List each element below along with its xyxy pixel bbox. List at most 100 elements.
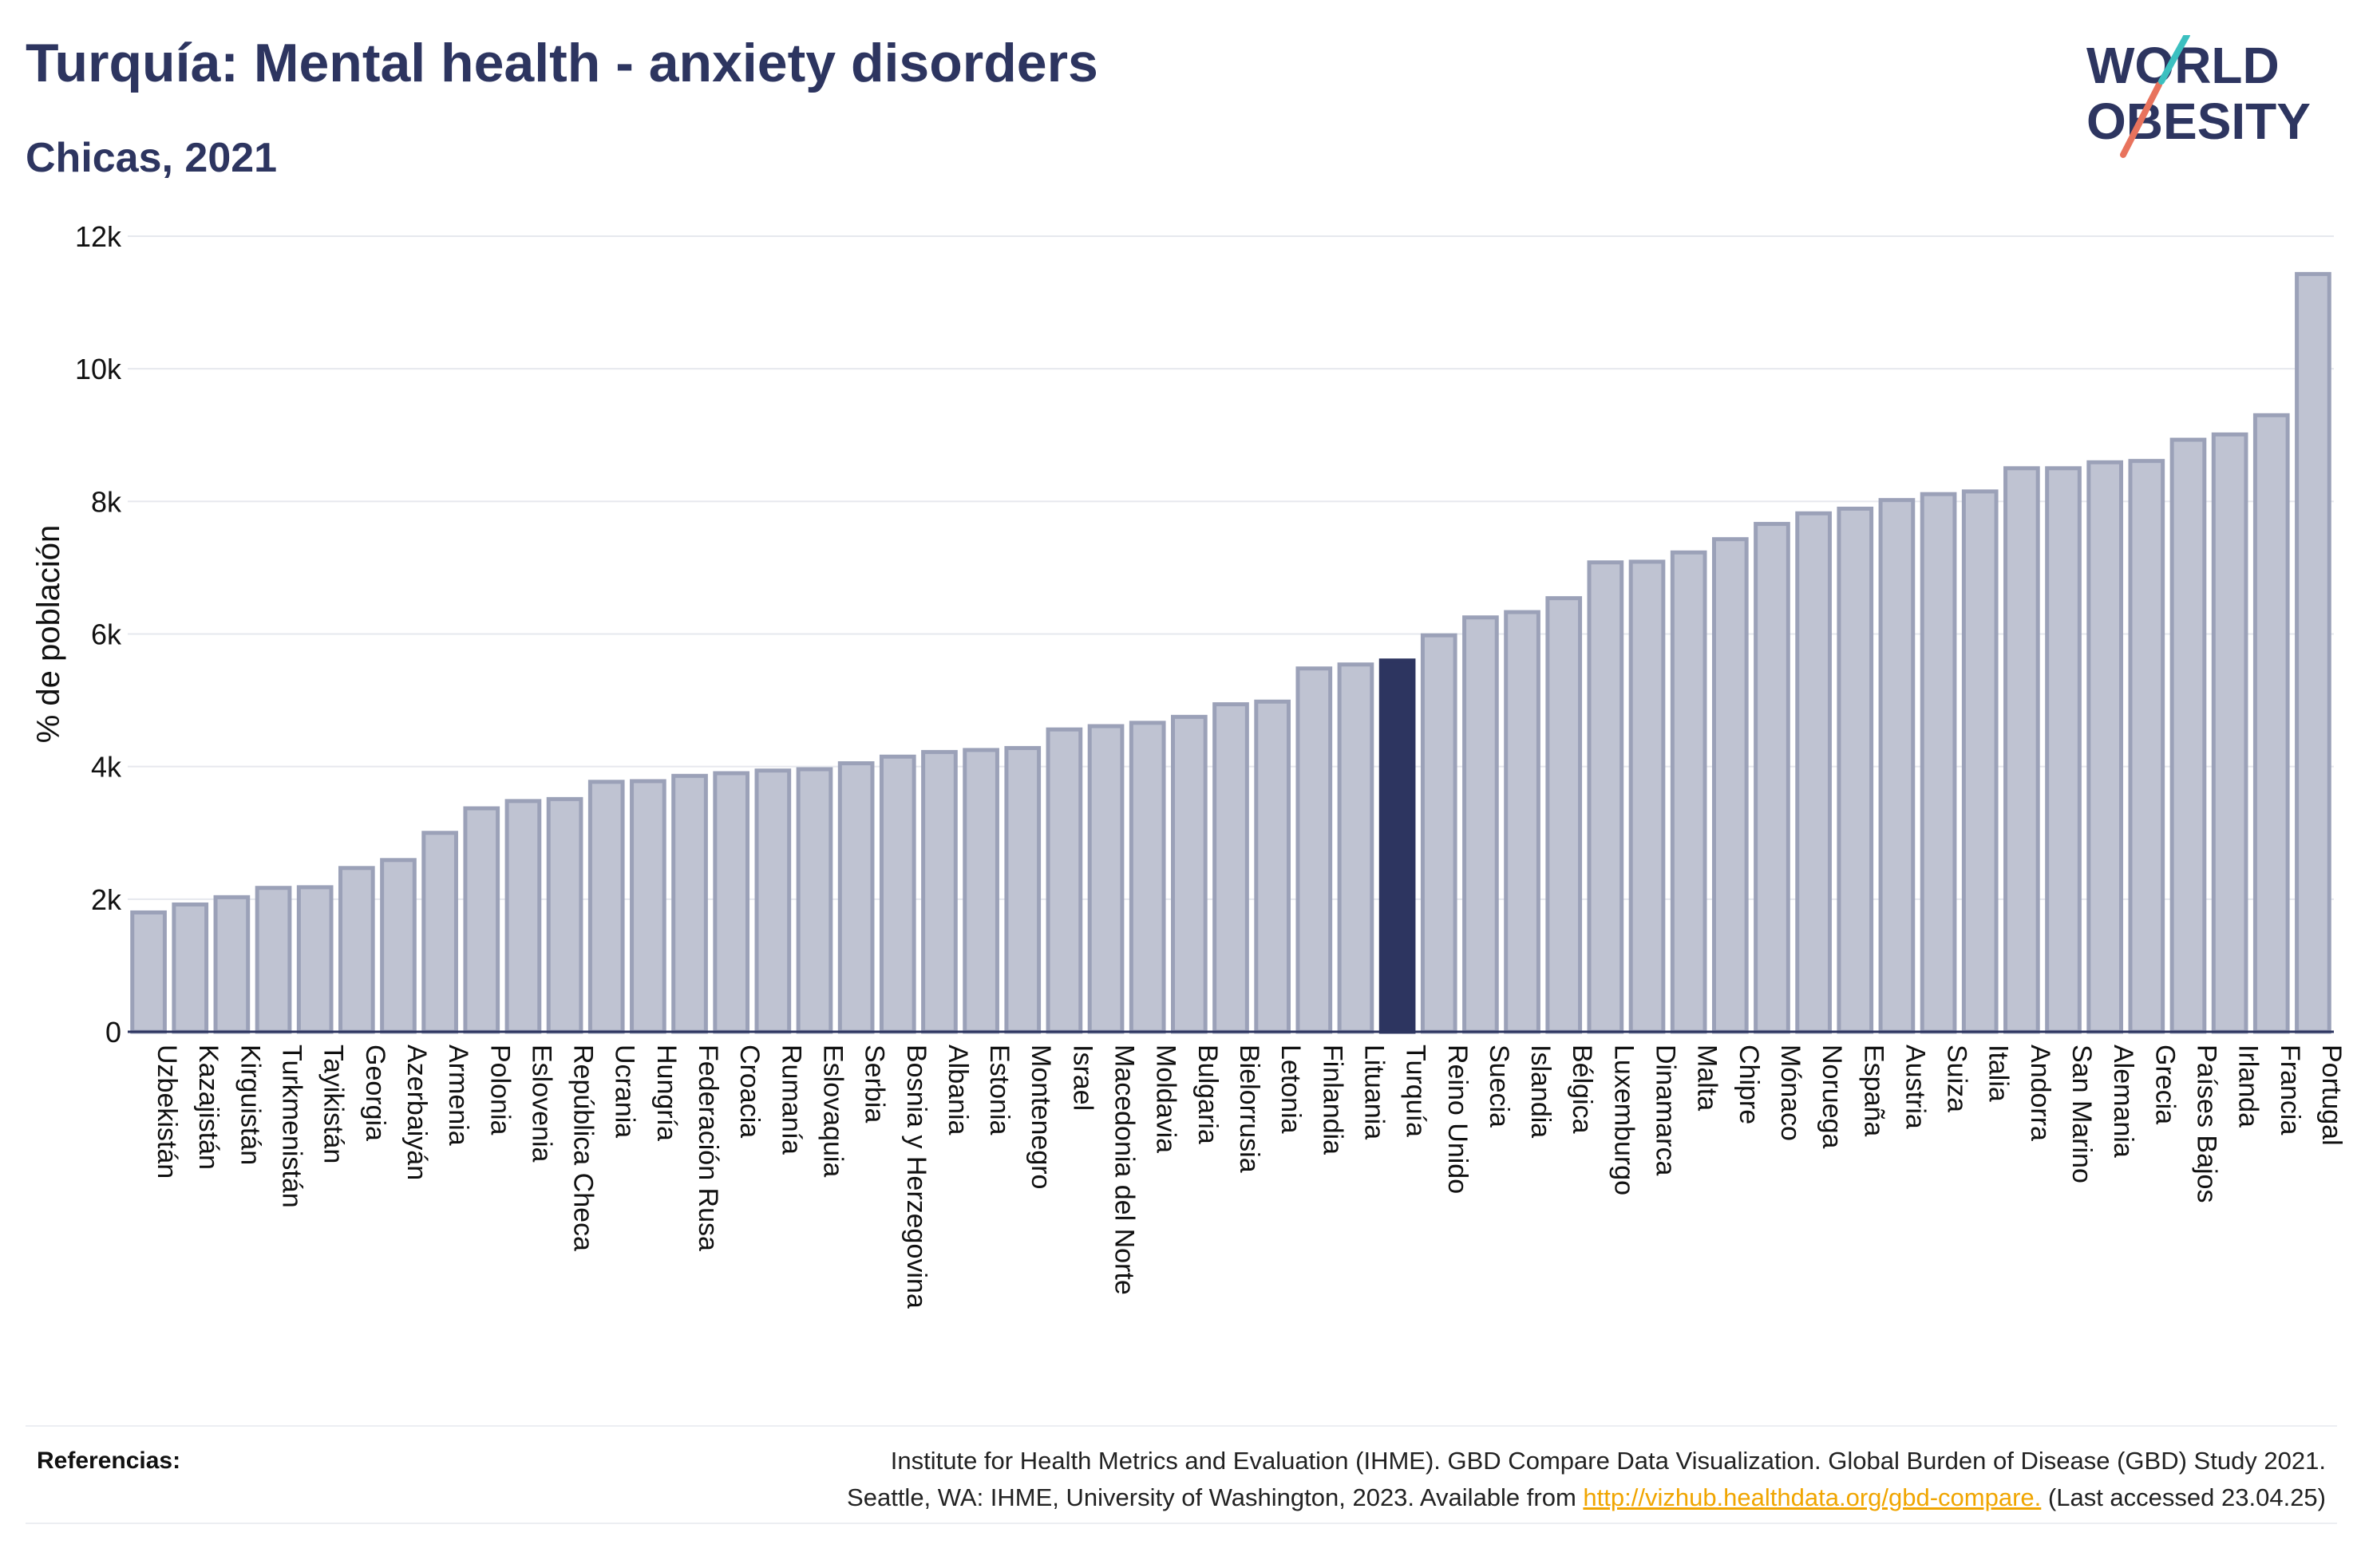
bar-francia — [2252, 413, 2290, 1034]
y-tick-label: 2k — [91, 883, 122, 916]
logo-slash-lower — [2120, 81, 2162, 158]
x-tick-label: Moldavia — [1151, 1045, 1181, 1153]
x-tick-label: Chipre — [1734, 1045, 1764, 1124]
bar-bosnia-y-herzegovina — [879, 754, 916, 1034]
world-obesity-logo: WORLD OBESITY — [2086, 35, 2311, 158]
reference-link[interactable]: http://vizhub.healthdata.org/gbd-compare… — [1583, 1483, 2042, 1511]
bar-armenia — [421, 831, 458, 1034]
x-tick-label: Macedonia del Norte — [1109, 1045, 1140, 1295]
bar-dinamarca — [1628, 559, 1666, 1034]
x-tick-label: Francia — [2275, 1045, 2305, 1135]
x-tick-label: Irlanda — [2233, 1045, 2264, 1128]
x-tick-label: República Checa — [568, 1045, 599, 1251]
y-axis-ticks: 0 2k 4k 6k 8k 10k 12k — [75, 220, 122, 1049]
bar-israel — [1046, 727, 1083, 1034]
x-tick-label: Rumanía — [776, 1045, 806, 1155]
x-tick-label: Andorra — [2025, 1045, 2055, 1141]
x-tick-label: Serbia — [860, 1045, 890, 1123]
x-tick-label: Montenegro — [1026, 1045, 1056, 1189]
bar-irlanda — [2211, 432, 2248, 1034]
logo-word-2: OBESITY — [2086, 93, 2311, 150]
bar-alemania — [2086, 460, 2124, 1034]
bar-reino-unido — [1420, 633, 1457, 1034]
x-tick-label: Países Bajos — [2191, 1045, 2221, 1203]
bar-noruega — [1795, 511, 1832, 1034]
bar-rumanía — [754, 768, 792, 1034]
logo-slash-upper — [2158, 35, 2190, 85]
bar-ucrania — [587, 780, 625, 1034]
bar-hungría — [630, 779, 666, 1034]
x-tick-label: Federación Rusa — [693, 1045, 723, 1251]
reference-line-1: Institute for Health Metrics and Evaluat… — [890, 1447, 2326, 1475]
y-axis-label: % de población — [31, 525, 66, 744]
x-tick-label: Malta — [1692, 1045, 1722, 1111]
chart-subtitle: Chicas, 2021 — [26, 135, 278, 181]
bar-luxemburgo — [1587, 560, 1624, 1034]
x-tick-label: Bélgica — [1567, 1045, 1597, 1134]
y-tick-label: 4k — [91, 751, 122, 784]
x-tick-label: Portugal — [2316, 1045, 2347, 1146]
reference-line-2-prefix: Seattle, WA: IHME, University of Washing… — [847, 1483, 1584, 1511]
bar-malta — [1670, 550, 1707, 1034]
x-tick-label: Luxemburgo — [1608, 1045, 1639, 1195]
bar-federación-rusa — [671, 773, 708, 1034]
bar-bulgaria — [1171, 714, 1208, 1034]
bar-serbia — [837, 761, 875, 1034]
x-tick-label: Noruega — [1817, 1045, 1847, 1149]
bar-suiza — [1920, 492, 1957, 1034]
footer-rule-bottom — [26, 1523, 2337, 1524]
x-tick-label: España — [1858, 1045, 1888, 1136]
bar-montenegro — [1004, 745, 1042, 1034]
bar-albania — [921, 749, 958, 1034]
bar-finlandia — [1295, 666, 1333, 1034]
bar-turquía — [1378, 658, 1416, 1034]
x-tick-label: Bielorrusia — [1234, 1045, 1264, 1173]
bar-suecia — [1462, 615, 1499, 1034]
x-tick-label: Austria — [1900, 1045, 1930, 1129]
bar-turkmenistán — [255, 886, 292, 1034]
bar-grecia — [2128, 459, 2165, 1034]
bar-chipre — [1711, 537, 1749, 1034]
bar-azerbaiyán — [380, 858, 417, 1034]
x-tick-label: Georgia — [360, 1045, 390, 1141]
bar-estonia — [963, 748, 999, 1034]
x-tick-label: Lituania — [1358, 1045, 1389, 1139]
bar-países-bajos — [2169, 437, 2207, 1034]
x-tick-label: Turkmenistán — [277, 1045, 307, 1208]
bar-españa — [1837, 506, 1874, 1034]
bar-italia — [1961, 489, 1999, 1034]
x-tick-label: Azerbaiyán — [401, 1045, 432, 1180]
bar-kazajistán — [172, 902, 209, 1034]
x-tick-label: Grecia — [2149, 1045, 2180, 1124]
references-label: Referencias: — [37, 1448, 181, 1474]
bar-chart: 0 2k 4k 6k 8k 10k 12k Uzbekistán Kazajistán Kirg… — [31, 220, 2347, 1309]
bar-bélgica — [1545, 596, 1583, 1034]
x-tick-label: Suiza — [1942, 1045, 1972, 1112]
y-tick-label: 0 — [105, 1016, 121, 1049]
x-tick-label: Islandia — [1525, 1045, 1556, 1138]
bar-croacia — [713, 771, 750, 1034]
bar-kirguistán — [213, 895, 251, 1034]
bar-eslovaquia — [796, 767, 833, 1034]
x-tick-label: Estonia — [984, 1045, 1014, 1135]
bar-moldavia — [1129, 721, 1166, 1034]
bars — [130, 271, 2331, 1034]
bar-san-marino — [2045, 466, 2082, 1034]
y-tick-label: 6k — [91, 618, 122, 651]
x-tick-label: Hungría — [651, 1045, 682, 1141]
x-tick-label: Albania — [943, 1045, 973, 1136]
bar-portugal — [2295, 271, 2331, 1034]
footer-rule-top — [26, 1425, 2337, 1427]
x-tick-label: Israel — [1067, 1045, 1097, 1111]
x-tick-label: Dinamarca — [1651, 1045, 1681, 1175]
bar-polonia — [463, 806, 500, 1034]
x-tick-label: Eslovaquia — [817, 1045, 848, 1177]
x-tick-label: Suecia — [1484, 1045, 1514, 1128]
bar-georgia — [338, 866, 375, 1034]
reference-line-2: Seattle, WA: IHME, University of Washing… — [410, 1479, 2326, 1516]
x-tick-label: Turquía — [1401, 1045, 1431, 1137]
reference-line-2-suffix: (Last accessed 23.04.25) — [2041, 1483, 2326, 1511]
chart-title: Turquía: Mental health - anxiety disorde… — [26, 33, 1098, 93]
x-tick-label: Tayikistán — [318, 1045, 349, 1163]
x-tick-label: Bosnia y Herzegovina — [901, 1045, 931, 1309]
